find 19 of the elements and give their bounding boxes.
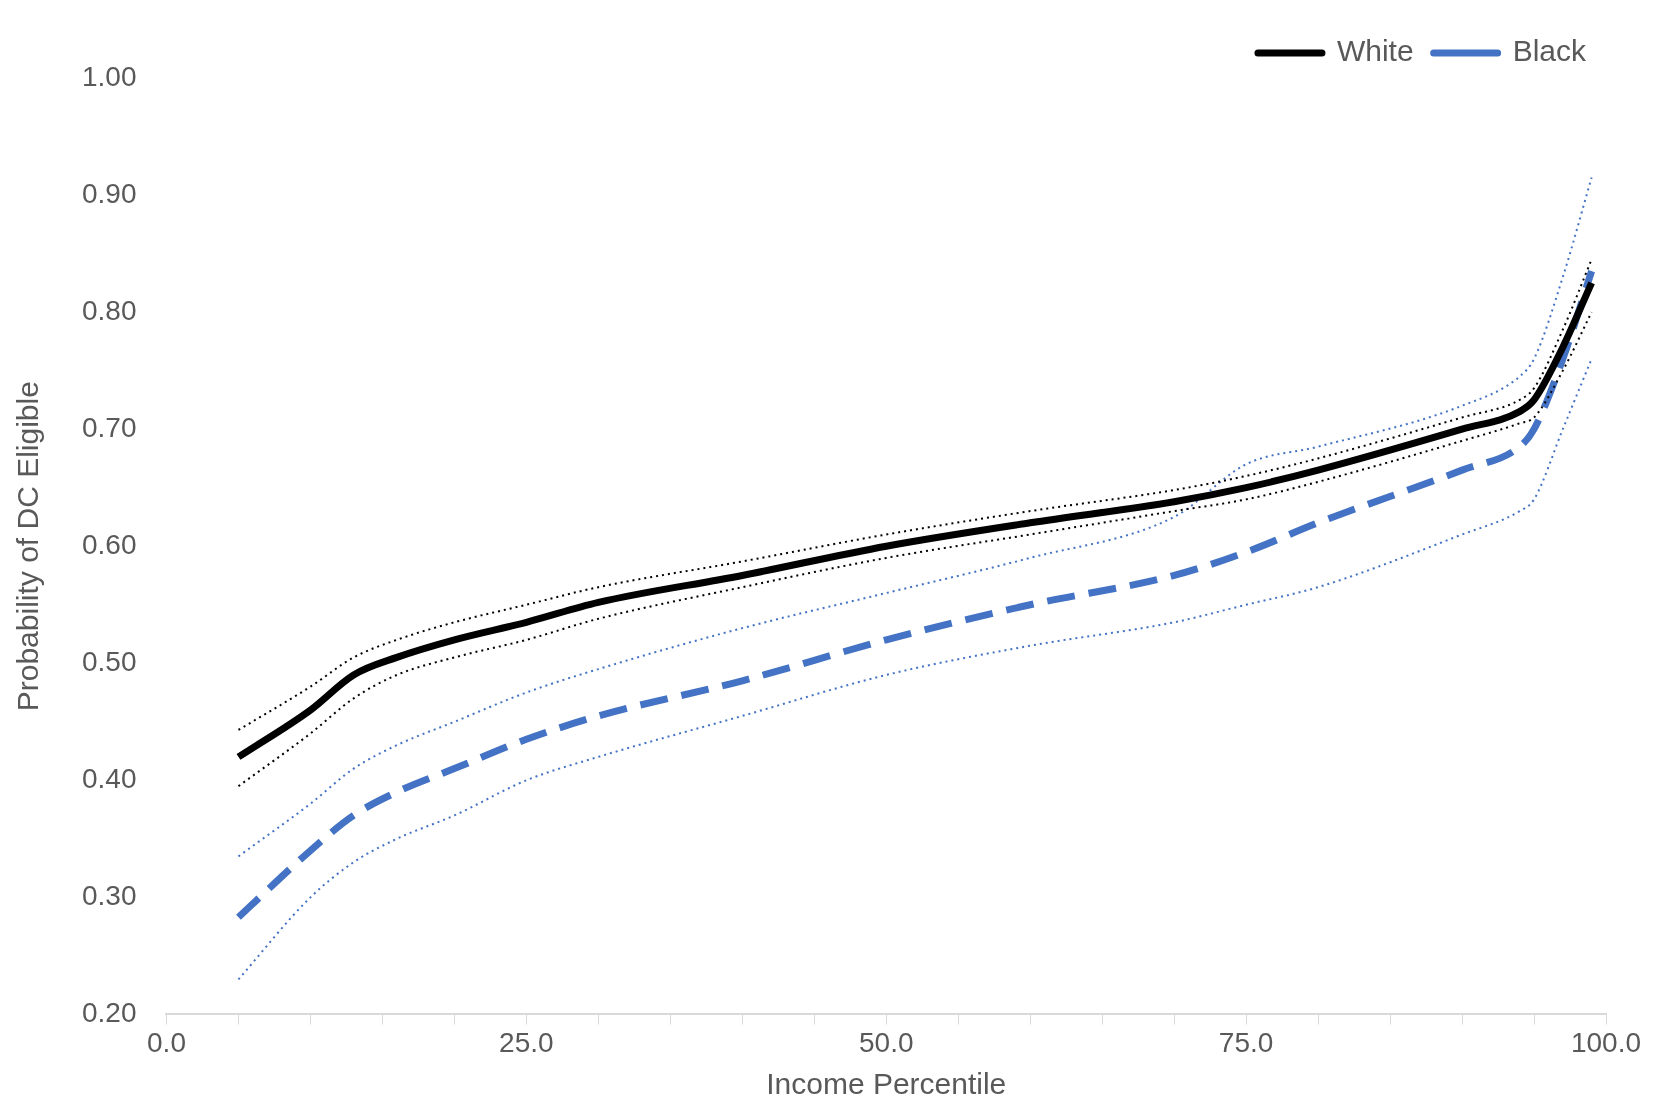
y-tick-label: 0.30 — [82, 880, 137, 912]
line-series — [237, 176, 1593, 858]
y-tick-label: 0.60 — [82, 528, 137, 560]
x-axis-title: Income Percentile — [766, 1067, 1007, 1101]
x-tick-label: 75.0 — [1218, 1026, 1274, 1058]
x-tick-label: 100.0 — [1570, 1026, 1642, 1058]
y-tick-label: 0.20 — [82, 997, 137, 1029]
y-tick-label: 0.50 — [82, 645, 137, 677]
y-axis-title: Probability of DC Eligible — [11, 381, 45, 712]
x-tick-label: 25.0 — [499, 1026, 554, 1058]
y-tick-label: 0.90 — [82, 177, 137, 209]
x-tick-label: 50.0 — [859, 1026, 914, 1058]
legend-label: Black — [1512, 34, 1587, 68]
y-tick-label: 0.70 — [82, 411, 137, 443]
x-tick-label: 0.0 — [147, 1026, 186, 1058]
y-tick-label: 0.80 — [82, 294, 137, 326]
y-tick-label: 1.00 — [82, 60, 137, 92]
legend-label: White — [1336, 34, 1414, 68]
y-tick-label: 0.40 — [82, 763, 137, 795]
